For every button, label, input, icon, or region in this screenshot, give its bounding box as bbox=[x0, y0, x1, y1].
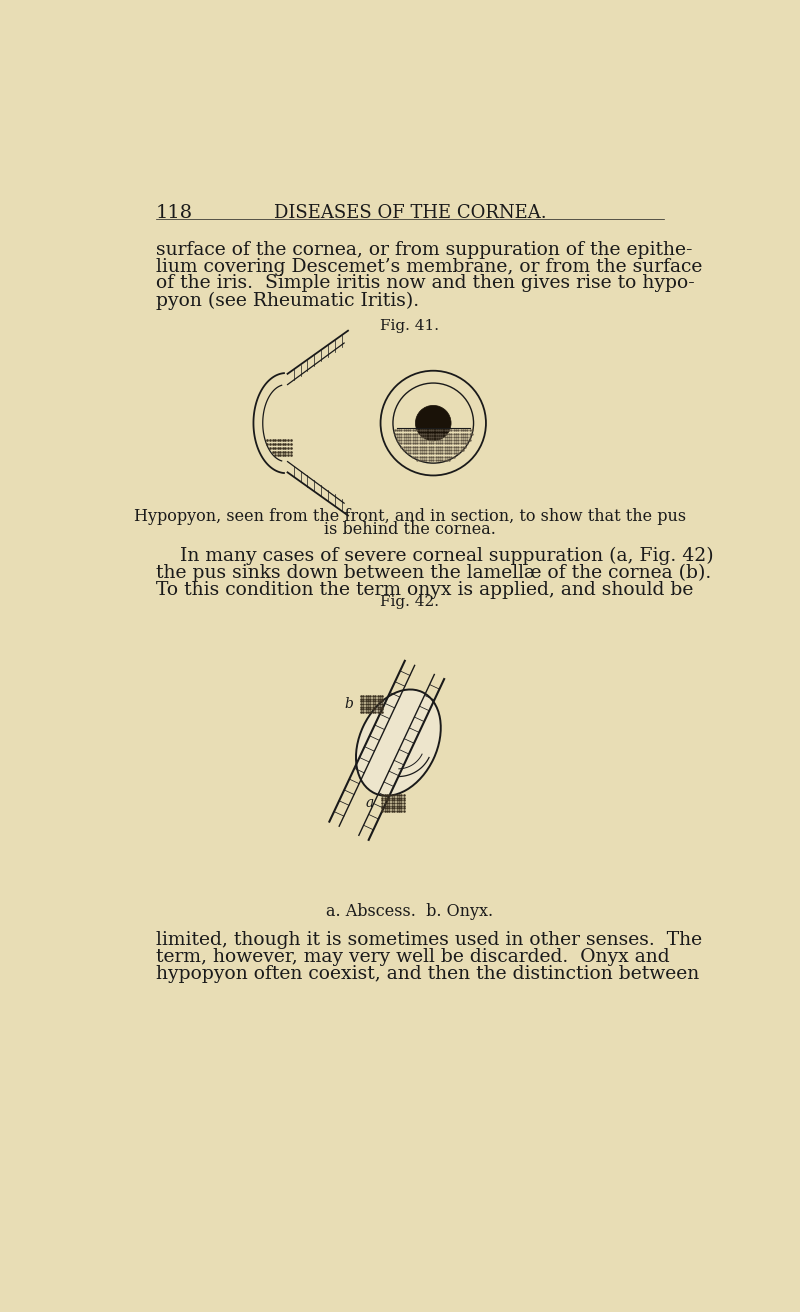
Text: 118: 118 bbox=[156, 203, 193, 222]
Text: Fig. 42.: Fig. 42. bbox=[381, 594, 439, 609]
Circle shape bbox=[415, 405, 451, 441]
Text: surface of the cornea, or from suppuration of the epithe-: surface of the cornea, or from suppurati… bbox=[156, 240, 692, 258]
Text: Hypopyon, seen from the front, and in section, to show that the pus: Hypopyon, seen from the front, and in se… bbox=[134, 508, 686, 525]
Text: is behind the cornea.: is behind the cornea. bbox=[324, 521, 496, 538]
Text: a: a bbox=[366, 796, 374, 810]
Text: To this condition the term onyx is applied, and should be: To this condition the term onyx is appli… bbox=[156, 581, 693, 600]
Text: term, however, may very well be discarded.  Onyx and: term, however, may very well be discarde… bbox=[156, 949, 670, 966]
Text: hypopyon often coexist, and then the distinction between: hypopyon often coexist, and then the dis… bbox=[156, 966, 699, 983]
Text: lium covering Descemet’s membrane, or from the surface: lium covering Descemet’s membrane, or fr… bbox=[156, 257, 702, 276]
Text: the pus sinks down between the lamellæ of the cornea (b).: the pus sinks down between the lamellæ o… bbox=[156, 564, 711, 583]
Text: DISEASES OF THE CORNEA.: DISEASES OF THE CORNEA. bbox=[274, 203, 546, 222]
Text: pyon (see Rheumatic Iritis).: pyon (see Rheumatic Iritis). bbox=[156, 291, 419, 310]
Ellipse shape bbox=[356, 690, 441, 796]
Text: Fig. 41.: Fig. 41. bbox=[381, 319, 439, 333]
Text: In many cases of severe corneal suppuration (a, Fig. 42): In many cases of severe corneal suppurat… bbox=[156, 547, 714, 565]
Text: limited, though it is sometimes used in other senses.  The: limited, though it is sometimes used in … bbox=[156, 932, 702, 950]
Text: of the iris.  Simple iritis now and then gives rise to hypo-: of the iris. Simple iritis now and then … bbox=[156, 274, 694, 293]
Text: b: b bbox=[344, 697, 353, 711]
Text: a. Abscess.  b. Onyx.: a. Abscess. b. Onyx. bbox=[326, 903, 494, 920]
